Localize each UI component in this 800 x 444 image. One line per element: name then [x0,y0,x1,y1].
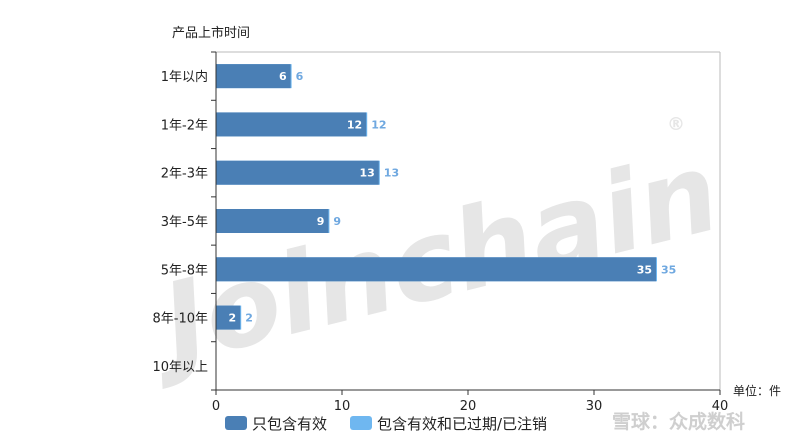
x-tick-label: 30 [586,399,603,414]
category-label: 2年-3年 [161,167,208,182]
category-label: 3年-5年 [161,215,208,230]
x-tick-label: 20 [460,399,477,414]
bar-series-1 [216,64,291,89]
bar-value-label-series-2: 6 [296,70,304,83]
legend-swatch [225,416,247,430]
bar-series-1 [216,305,241,330]
bars-group: 6 6 12 12 13 13 9 9 35 35 2 2 [216,64,676,330]
x-tick-label: 40 [712,399,729,414]
unit-label: 单位：件 [733,383,781,398]
bar-series-1 [216,209,329,233]
category-label: 1年-2年 [161,118,208,133]
bar-value-label-series-1: 2 [229,312,237,325]
bar-series-1 [216,112,367,137]
bar-value-label-series-1: 12 [347,118,362,131]
category-label: 10年以上 [152,360,208,375]
watermark-mark: ® [667,114,685,135]
bar-value-label-series-1: 13 [359,167,374,180]
bar-value-label-series-2: 35 [661,263,676,276]
bar-series-1 [216,160,379,185]
bar-value-label-series-2: 9 [333,215,341,228]
x-tick-label: 0 [212,399,220,414]
axes-group: 0 10 20 30 40 1年以内 1年-2年 2年-3年 3年-5年 5年-8年 8年-10年 1… [152,51,729,414]
bar-value-label-series-2: 13 [384,167,399,180]
bar-value-label-series-2: 2 [245,312,253,325]
category-label: 5年-8年 [161,263,208,278]
bar-value-label-series-1: 9 [317,215,325,228]
category-label: 1年以内 [161,69,208,85]
bar-value-label-series-2: 12 [371,118,386,131]
bar-series-1 [216,257,656,282]
category-label: 8年-10年 [152,312,208,327]
legend: 只包含有效 包含有效和已过期/已注销 [225,415,547,433]
legend-label: 只包含有效 [252,415,327,433]
y-axis-title: 产品上市时间 [172,25,250,41]
legend-label: 包含有效和已过期/已注销 [377,415,547,433]
x-tick-label: 10 [334,399,351,414]
legend-swatch [350,416,372,430]
footer-logo-text: 雪球：众成数科 [612,410,745,433]
bar-value-label-series-1: 6 [279,70,287,83]
bar-value-label-series-1: 35 [637,263,652,276]
